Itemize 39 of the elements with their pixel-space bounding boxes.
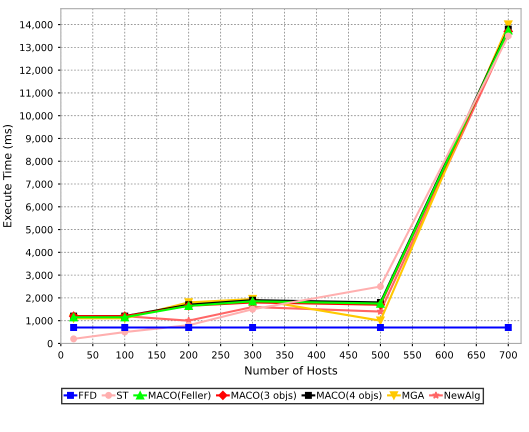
x-tick-label: 200 xyxy=(180,351,198,359)
x-tick-label: 250 xyxy=(212,351,230,359)
y-tick-label: 5,000 xyxy=(26,226,53,234)
x-tick-label: 450 xyxy=(340,351,358,359)
legend-label: ST xyxy=(117,392,129,399)
y-tick-label: 8,000 xyxy=(26,158,53,166)
x-tick-label: 550 xyxy=(404,351,422,359)
x-tick-label: 100 xyxy=(116,351,134,359)
y-tick-label: 4,000 xyxy=(26,248,53,258)
x-tick-label: 700 xyxy=(500,351,517,359)
x-tick-label: 300 xyxy=(244,351,262,359)
legend-label: MACO(4 objs) xyxy=(317,391,382,401)
x-axis-title: Number of Hosts xyxy=(245,366,338,375)
x-tick-label: 400 xyxy=(308,351,326,359)
x-tick-label: 150 xyxy=(148,351,166,359)
y-tick-label: 14,000 xyxy=(20,21,53,30)
legend-label: MACO(3 objs) xyxy=(232,391,296,401)
y-tick-label: 10,000 xyxy=(20,112,53,121)
y-tick-label: 12,000 xyxy=(20,66,53,75)
y-tick-label: 13,000 xyxy=(20,44,53,52)
x-tick-label: 500 xyxy=(372,351,390,359)
y-tick-label: 9,000 xyxy=(26,134,53,144)
y-tick-label: 0 xyxy=(48,340,53,348)
x-tick-label: 650 xyxy=(468,351,485,359)
x-tick-label: 50 xyxy=(87,351,98,359)
x-tick-label: 0 xyxy=(58,351,64,359)
y-tick-label: 7,000 xyxy=(26,180,53,189)
y-axis-title: Execute Time (ms) xyxy=(2,125,13,227)
x-tick-label: 350 xyxy=(276,351,294,359)
y-tick-label: 2,000 xyxy=(26,294,53,303)
y-tick-label: 11,000 xyxy=(20,89,53,98)
legend-label: NewAlg xyxy=(444,391,480,401)
x-tick-label: 600 xyxy=(436,351,453,359)
y-tick-label: 1,000 xyxy=(26,317,53,326)
y-tick-label: 6,000 xyxy=(26,203,53,212)
y-tick-label: 3,000 xyxy=(26,272,53,280)
legend-label: MGA xyxy=(402,392,424,399)
legend-label: FFD xyxy=(79,392,96,399)
legend-label: MACO(Feller) xyxy=(148,391,210,400)
